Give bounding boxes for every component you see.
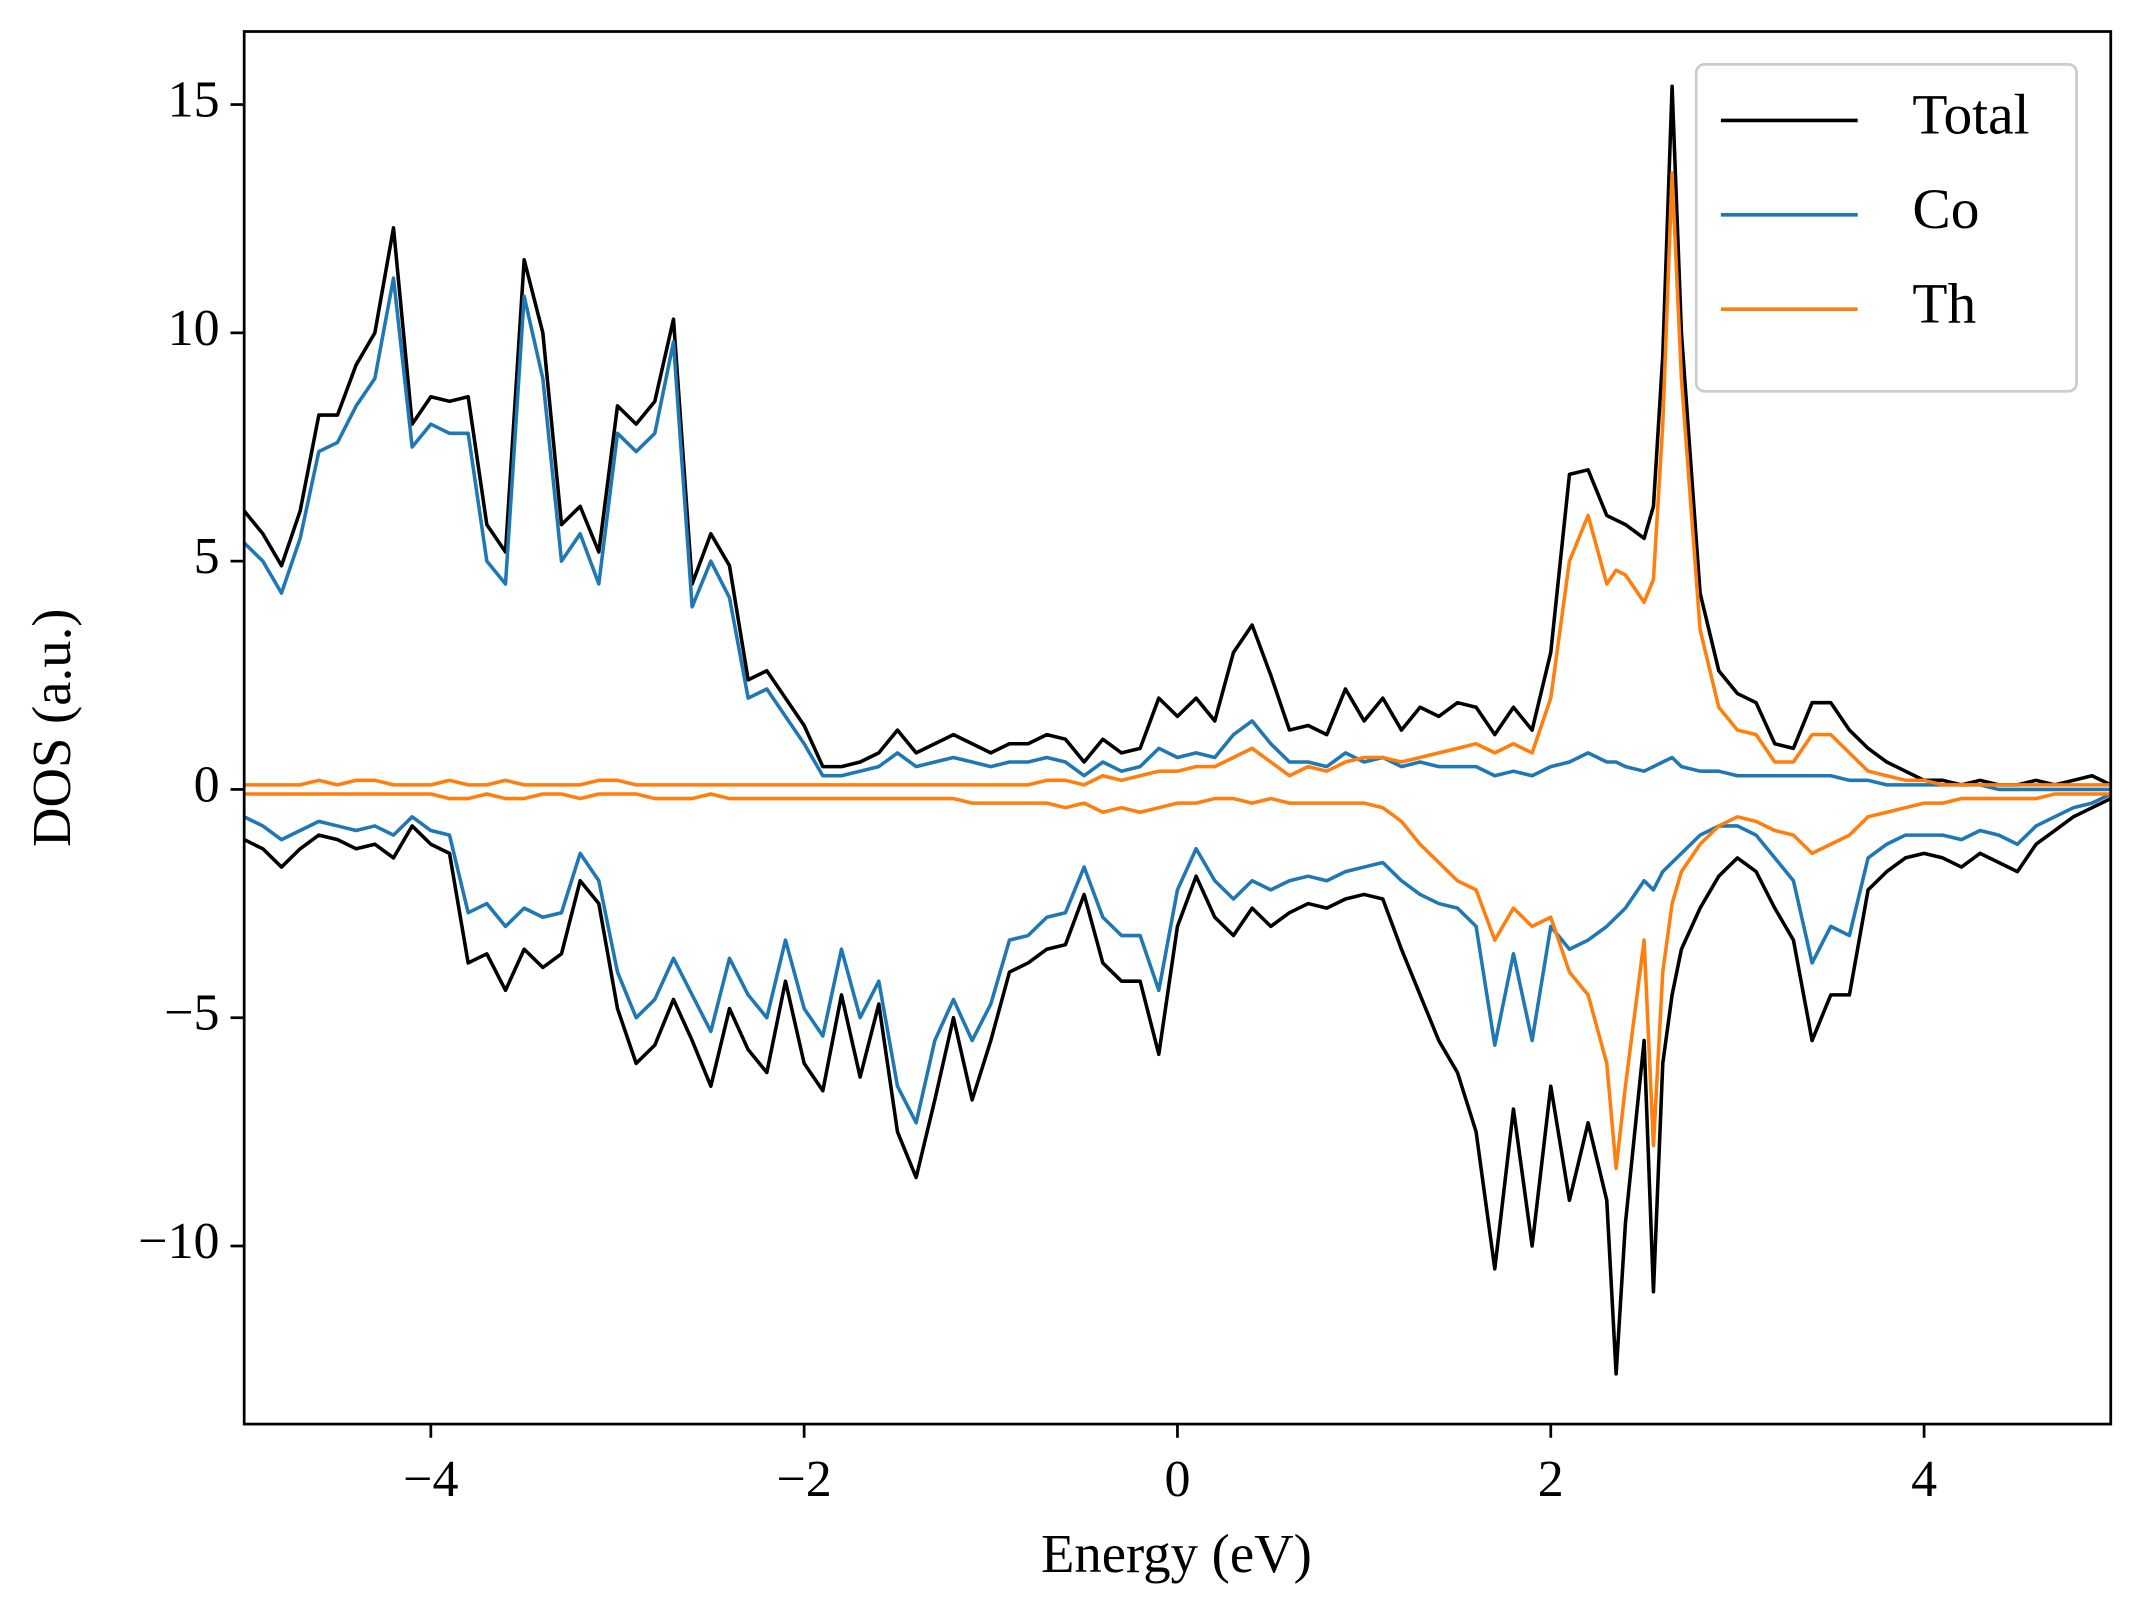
y-tick-label: 0	[194, 756, 220, 813]
series-line	[244, 796, 2111, 1376]
x-axis-label: Energy (eV)	[1041, 1523, 1312, 1584]
legend-label: Th	[1912, 272, 1976, 335]
x-tick-label: 2	[1538, 1451, 1564, 1508]
series-line	[244, 792, 2111, 1171]
y-axis-label: DOS (a.u.)	[21, 609, 82, 848]
y-tick-label: −5	[164, 985, 219, 1042]
series-line	[244, 171, 2111, 787]
y-tick-label: 15	[168, 71, 220, 128]
x-tick-label: 0	[1164, 1451, 1190, 1508]
series-line	[244, 276, 2111, 792]
x-tick-label: 4	[1911, 1451, 1937, 1508]
x-tick-label: −4	[403, 1451, 458, 1508]
y-tick-label: −10	[138, 1213, 219, 1270]
y-tick-label: 5	[194, 528, 220, 585]
x-tick-label: −2	[777, 1451, 832, 1508]
legend-label: Total	[1912, 84, 2029, 147]
y-tick-label: 10	[168, 300, 220, 357]
series-line	[244, 792, 2111, 1125]
series-line	[244, 84, 2111, 787]
legend-label: Co	[1912, 178, 1979, 241]
